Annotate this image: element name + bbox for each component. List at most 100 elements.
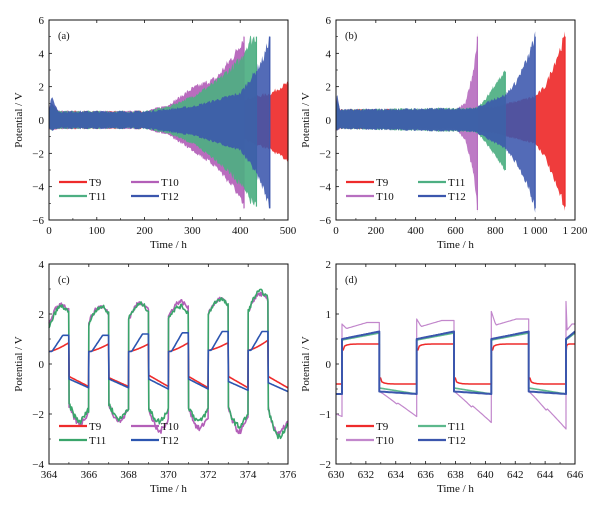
y-tick-label: −4 bbox=[32, 459, 44, 471]
legend-item-t12: T12 bbox=[131, 435, 179, 447]
series-t12 bbox=[49, 35, 271, 209]
x-tick-label: 0 bbox=[46, 225, 52, 237]
legend-item-t9: T9 bbox=[346, 421, 389, 433]
x-tick-label: 372 bbox=[200, 469, 217, 481]
legend-label: T10 bbox=[376, 435, 394, 447]
legend-label: T12 bbox=[161, 435, 179, 447]
legend-label: T10 bbox=[161, 421, 179, 433]
plot-area bbox=[336, 31, 566, 214]
x-tick-label: 632 bbox=[358, 469, 375, 481]
legend-item-t12: T12 bbox=[131, 191, 179, 203]
x-axis-title: Time / h bbox=[150, 239, 187, 251]
x-axis-title: Time / h bbox=[437, 239, 474, 251]
plot-area bbox=[48, 288, 289, 440]
x-tick-label: 370 bbox=[160, 469, 177, 481]
legend-label: T9 bbox=[89, 177, 102, 189]
legend-label: T9 bbox=[89, 421, 102, 433]
legend-label: T12 bbox=[448, 191, 466, 203]
y-tick-label: 0 bbox=[326, 359, 332, 371]
y-tick-label: −4 bbox=[32, 182, 44, 194]
x-tick-label: 638 bbox=[447, 469, 464, 481]
y-tick-label: 6 bbox=[326, 15, 332, 27]
legend-item-t10: T10 bbox=[131, 177, 179, 189]
y-axis-title: Potential / V bbox=[300, 92, 312, 147]
panel-label: (b) bbox=[345, 31, 358, 42]
legend-item-t9: T9 bbox=[59, 421, 102, 433]
plot-frame bbox=[335, 263, 576, 465]
legend-label: T10 bbox=[161, 177, 179, 189]
y-tick-label: 0 bbox=[326, 115, 332, 127]
x-tick-label: 800 bbox=[487, 225, 504, 237]
y-tick-label: 2 bbox=[326, 259, 332, 271]
x-axis-title: Time / h bbox=[150, 483, 187, 495]
legend-label: T9 bbox=[376, 177, 389, 189]
y-tick-label: −6 bbox=[32, 215, 44, 227]
legend-item-t10: T10 bbox=[346, 435, 394, 447]
x-tick-label: 646 bbox=[567, 469, 584, 481]
x-tick-label: 376 bbox=[280, 469, 297, 481]
x-tick-label: 364 bbox=[41, 469, 58, 481]
y-tick-label: −1 bbox=[319, 409, 331, 421]
x-tick-label: 636 bbox=[417, 469, 434, 481]
x-tick-label: 644 bbox=[537, 469, 554, 481]
series-band bbox=[49, 35, 270, 209]
y-axis-title: Potential / V bbox=[13, 92, 25, 147]
series-t12 bbox=[49, 330, 289, 393]
y-tick-label: −2 bbox=[319, 148, 331, 160]
legend-label: T10 bbox=[376, 191, 394, 203]
legend-label: T12 bbox=[448, 435, 466, 447]
y-tick-label: −4 bbox=[319, 182, 331, 194]
legend-label: T11 bbox=[89, 435, 106, 447]
legend-item-t11: T11 bbox=[418, 421, 465, 433]
y-axis-title: Potential / V bbox=[13, 336, 25, 391]
x-axis-title: Time / h bbox=[437, 483, 474, 495]
plot-frame bbox=[48, 263, 289, 465]
x-tick-label: 400 bbox=[232, 225, 249, 237]
x-tick-label: 400 bbox=[407, 225, 424, 237]
x-tick-label: 500 bbox=[280, 225, 297, 237]
legend-label: T9 bbox=[376, 421, 389, 433]
panel-label: (a) bbox=[58, 31, 70, 42]
x-tick-label: 1 000 bbox=[523, 225, 548, 237]
x-tick-label: 642 bbox=[507, 469, 524, 481]
x-tick-label: 200 bbox=[368, 225, 385, 237]
y-tick-label: 0 bbox=[39, 115, 45, 127]
y-axis-title: Potential / V bbox=[300, 336, 312, 391]
y-tick-label: 2 bbox=[39, 309, 45, 321]
series-t12 bbox=[336, 330, 576, 395]
legend-label: T12 bbox=[161, 191, 179, 203]
y-tick-label: −2 bbox=[32, 409, 44, 421]
y-tick-label: 6 bbox=[39, 15, 45, 27]
plot-frame bbox=[48, 19, 289, 221]
x-tick-label: 640 bbox=[477, 469, 494, 481]
legend-item-t10: T10 bbox=[346, 191, 394, 203]
y-tick-label: −6 bbox=[319, 215, 331, 227]
legend-item-t11: T11 bbox=[59, 191, 106, 203]
chart-panel-d: 630 632 634 636 638 640 642 644 646 −2 −1 0 1 2 Time /… bbox=[300, 259, 584, 495]
x-tick-label: 300 bbox=[184, 225, 201, 237]
series-t9 bbox=[336, 343, 576, 385]
legend-item-t11: T11 bbox=[418, 177, 465, 189]
x-tick-label: 600 bbox=[447, 225, 464, 237]
series-band bbox=[336, 31, 536, 213]
x-tick-label: 368 bbox=[120, 469, 137, 481]
series-t10 bbox=[335, 300, 576, 430]
chart-panel-c: 364 366 368 370 372 374 376 −4 −2 0 2 4 Time / h Pote… bbox=[13, 259, 297, 495]
y-tick-label: 2 bbox=[39, 82, 45, 94]
legend-item-t12: T12 bbox=[418, 435, 466, 447]
y-tick-label: 2 bbox=[326, 82, 332, 94]
panel-label: (c) bbox=[58, 275, 70, 286]
chart-panel-a: 0 100 200 300 400 500 −6 −4 −2 0 2 4 6 Time / h Potent… bbox=[13, 15, 297, 251]
x-tick-label: 100 bbox=[89, 225, 106, 237]
series-t12 bbox=[336, 31, 536, 213]
legend-item-t9: T9 bbox=[346, 177, 389, 189]
y-tick-label: −2 bbox=[319, 459, 331, 471]
x-tick-label: 1 200 bbox=[563, 225, 588, 237]
series-t11 bbox=[336, 332, 576, 395]
x-tick-label: 366 bbox=[81, 469, 98, 481]
y-tick-label: 1 bbox=[326, 309, 332, 321]
plot-frame bbox=[335, 19, 576, 221]
legend-item-t11: T11 bbox=[59, 435, 106, 447]
legend-item-t12: T12 bbox=[418, 191, 466, 203]
